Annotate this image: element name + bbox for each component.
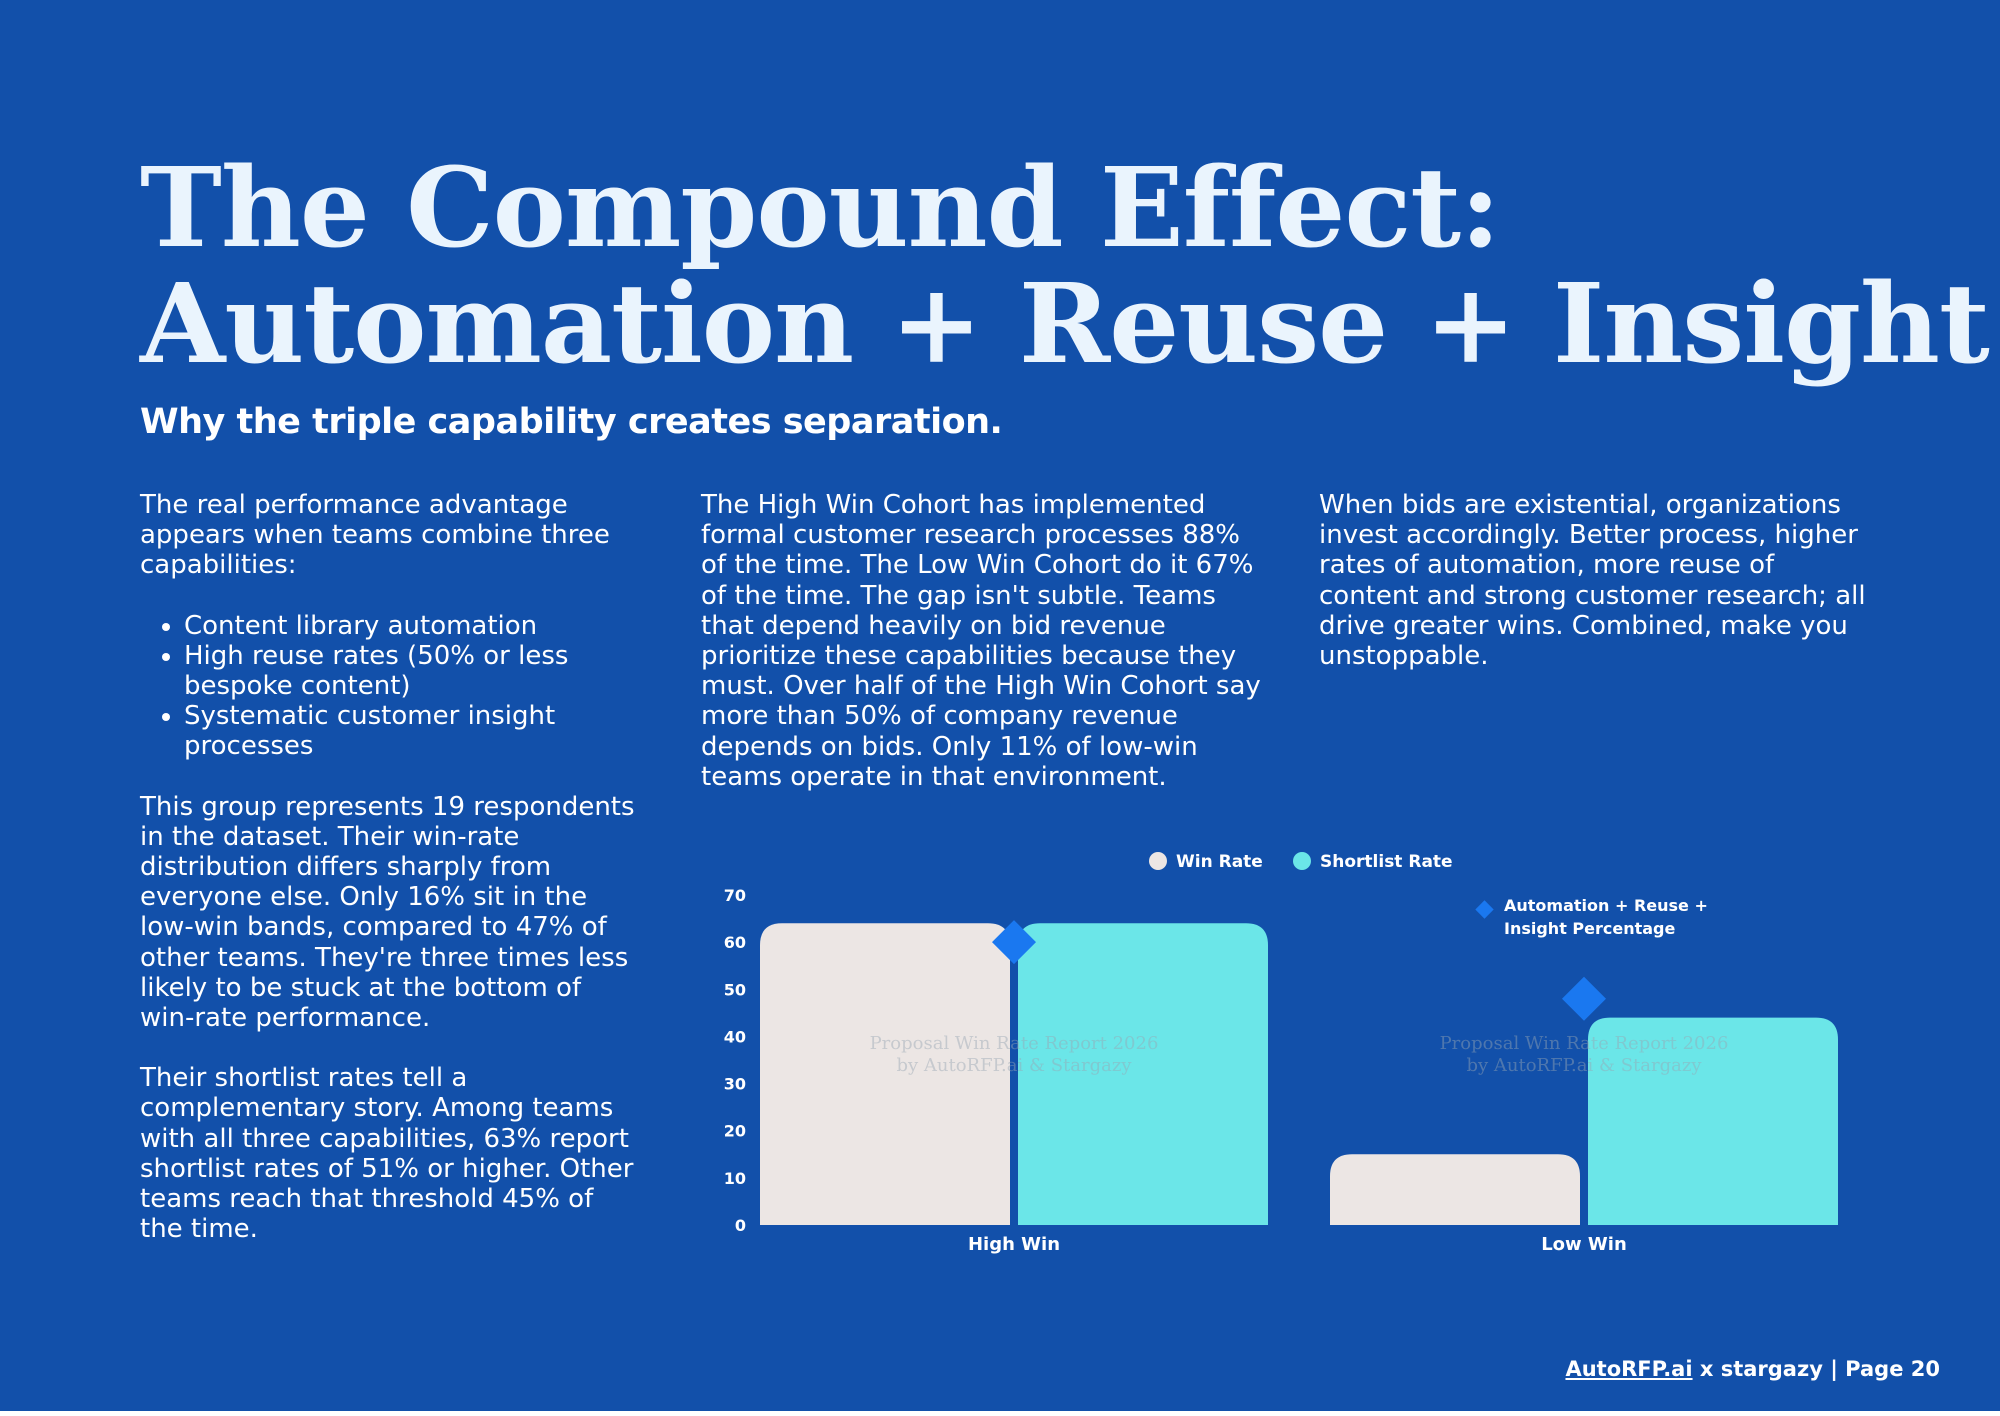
legend-automation-label: Automation + Reuse + Insight Percentage [1504,896,1708,938]
y-tick-label: 50 [724,980,746,999]
watermark-text: by AutoRFP.ai & Stargazy [1466,1055,1702,1076]
y-tick-label: 70 [724,886,746,905]
category-label: Low Win [1541,1234,1627,1255]
legend-win-rate-swatch [1149,852,1167,870]
legend-win-rate-label: Win Rate [1176,852,1263,872]
page-footer: AutoRFP.ai x stargazy | Page 20 [1565,1357,1940,1381]
capability-list: Content library automation High reuse ra… [140,611,640,762]
y-tick-label: 30 [724,1075,746,1094]
capability-item: High reuse rates (50% or less bespoke co… [184,641,640,701]
legend-win-rate: Win Rate [1149,852,1263,872]
page-title: The Compound Effect: Automation + Reuse … [140,143,1990,388]
column1-paragraph-3: Their shortlist rates tell a complementa… [140,1063,634,1245]
legend-shortlist-rate-label: Shortlist Rate [1320,852,1453,872]
watermark-text: by AutoRFP.ai & Stargazy [896,1055,1132,1076]
y-tick-label: 40 [724,1027,746,1046]
footer-link[interactable]: AutoRFP.ai [1565,1357,1693,1381]
capability-item: Content library automation [184,611,640,641]
capability-item: Systematic customer insight processes [184,701,640,761]
page-title-line-2: Automation + Reuse + Insight [140,259,1990,388]
automation-marker [992,920,1036,965]
y-tick-label: 10 [724,1169,746,1188]
legend-shortlist-rate: Shortlist Rate [1293,852,1453,872]
shortlist-rate-bar [1018,923,1268,1225]
column1-intro: The real performance advantage appears w… [140,490,610,581]
category-label: High Win [968,1234,1060,1255]
column2-paragraph: The High Win Cohort has implemented form… [701,490,1261,792]
text-column-3: When bids are existential, organizations… [1319,490,1879,671]
win-rate-bar [760,923,1010,1225]
automation-marker [1562,976,1606,1021]
y-tick-label: 20 [724,1122,746,1141]
bottom-border [0,1411,2000,1416]
y-tick-label: 60 [724,933,746,952]
shortlist-rate-bar [1588,1017,1838,1225]
page-title-line-1: The Compound Effect: [140,143,1501,272]
cohort-bar-chart: 0 10 20 30 40 50 60 70 Proposal Win Rate Report … [700,840,1880,1270]
watermark-text: Proposal Win Rate Report 2026 [870,1033,1159,1054]
chart-canvas: 0 10 20 30 40 50 60 70 Proposal Win Rate Report … [724,886,1838,1255]
footer-page-info: x stargazy | Page 20 [1692,1357,1940,1381]
text-column-1: The real performance advantage appears w… [140,490,640,1244]
y-tick-label: 0 [735,1216,746,1235]
legend-shortlist-rate-swatch [1293,852,1311,870]
page-subtitle: Why the triple capability creates separa… [140,402,1003,442]
column3-paragraph: When bids are existential, organizations… [1319,490,1866,672]
text-column-2: The High Win Cohort has implemented form… [701,490,1261,792]
watermark-text: Proposal Win Rate Report 2026 [1440,1033,1729,1054]
win-rate-bar [1330,1154,1580,1225]
column1-paragraph-2: This group represents 19 respondents in … [140,791,635,1034]
